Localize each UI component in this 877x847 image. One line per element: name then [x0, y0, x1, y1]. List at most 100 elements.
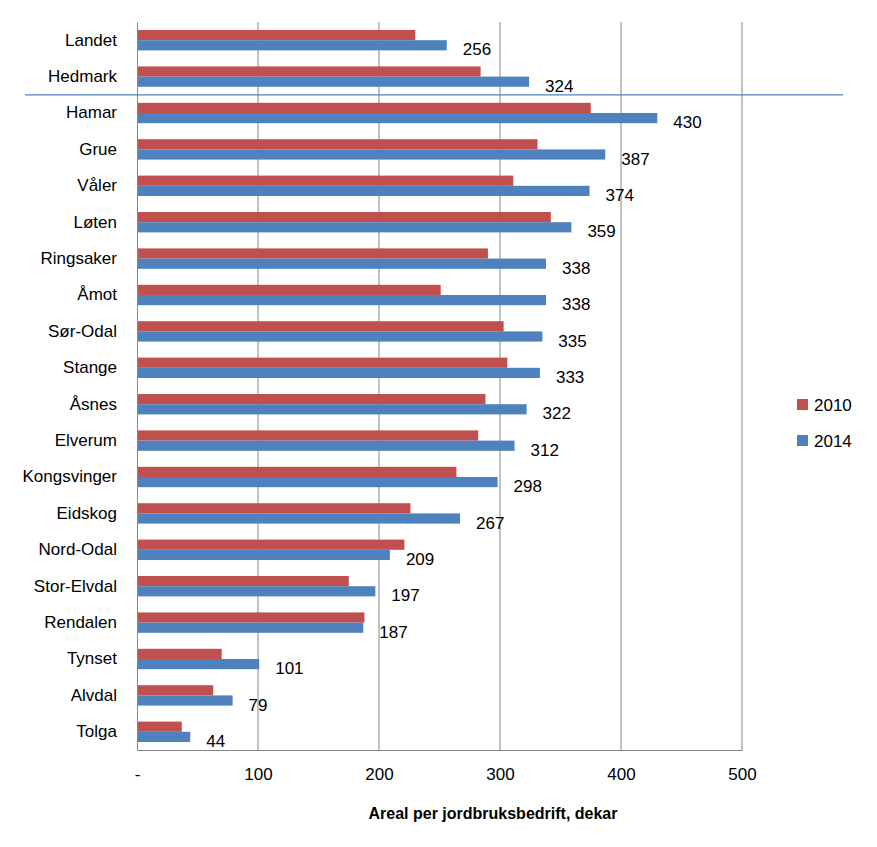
tick-label: Tynset — [67, 649, 117, 668]
data-label: 338 — [562, 259, 590, 278]
separator — [25, 94, 843, 95]
tick-label: Rendalen — [44, 613, 117, 632]
bar — [137, 430, 478, 440]
tick: Rendalen — [44, 613, 137, 632]
bar — [137, 321, 504, 331]
tick: Hedmark — [48, 67, 137, 86]
bar — [137, 576, 349, 586]
tick-label: Hedmark — [48, 67, 117, 86]
data-label: 44 — [206, 732, 225, 751]
data-label: 333 — [556, 368, 584, 387]
bar — [137, 358, 507, 368]
data-label: 430 — [673, 113, 701, 132]
data-label: 312 — [531, 441, 559, 460]
bar — [137, 441, 515, 451]
tick: Løten — [74, 213, 137, 232]
bar — [137, 331, 542, 341]
axis-line — [138, 750, 743, 751]
tick-label: Eidskog — [57, 504, 117, 523]
bar — [137, 30, 415, 40]
tick-label: Ringsaker — [40, 249, 117, 268]
bar — [137, 248, 488, 258]
bar — [137, 404, 527, 414]
tick-label: 300 — [486, 765, 514, 784]
tick: Våler — [77, 176, 137, 195]
tick-label: Åmot — [77, 285, 117, 304]
tick: Åmot — [77, 285, 137, 304]
bar — [137, 66, 481, 76]
legend-swatch — [797, 435, 808, 446]
bar — [137, 394, 485, 404]
tick: Eidskog — [57, 504, 137, 523]
grid-line — [500, 22, 501, 750]
tick-label: Sør-Odal — [48, 322, 117, 341]
data-label: 197 — [391, 586, 419, 605]
tick-label: Grue — [79, 140, 117, 159]
data-label: 298 — [514, 477, 542, 496]
data-label: 322 — [543, 404, 571, 423]
tick-label: 100 — [244, 765, 272, 784]
tick-label: Kongsvinger — [22, 467, 117, 486]
tick: Ringsaker — [40, 249, 137, 268]
bar — [137, 722, 182, 732]
tick: 400 — [607, 750, 635, 784]
data-label: 359 — [587, 222, 615, 241]
tick: 500 — [728, 750, 756, 784]
x-axis: - 100 200 300 400 500 — [135, 750, 757, 784]
tick: 300 — [486, 750, 514, 784]
data-label: 187 — [379, 623, 407, 642]
chart: 2563244303873743593383383353333223122982… — [0, 0, 877, 847]
legend-swatch — [797, 399, 808, 410]
tick-label: Våler — [77, 176, 117, 195]
tick: - — [135, 750, 141, 784]
tick: 200 — [365, 750, 393, 784]
tick: Elverum — [55, 431, 137, 450]
bar — [137, 149, 605, 159]
grid — [258, 22, 742, 750]
data-labels: 2563244303873743593383383353333223122982… — [206, 40, 701, 751]
bar — [137, 586, 375, 596]
legend-item: 2014 — [797, 432, 852, 451]
bar — [137, 540, 404, 550]
bar — [137, 368, 540, 378]
tick: Nord-Odal — [39, 540, 137, 559]
tick: Tolga — [76, 722, 137, 741]
data-label: 256 — [463, 40, 491, 59]
bar — [137, 659, 259, 669]
bar — [137, 113, 657, 123]
axis-title: Areal per jordbruksbedrift, dekar — [369, 805, 618, 822]
bar — [137, 550, 390, 560]
tick-label: Landet — [65, 31, 117, 50]
tick-label: 400 — [607, 765, 635, 784]
tick: Åsnes — [70, 395, 137, 414]
bars — [137, 30, 657, 742]
bar — [137, 685, 213, 695]
legend: 2010 2014 — [797, 396, 852, 451]
tick: Hamar — [66, 103, 137, 122]
legend-item: 2010 — [797, 396, 852, 415]
legend-label: 2010 — [814, 396, 852, 415]
tick-label: Elverum — [55, 431, 117, 450]
bar — [137, 139, 538, 149]
tick-label: - — [135, 765, 141, 784]
tick-label: Åsnes — [70, 395, 117, 414]
bar — [137, 77, 529, 87]
bar — [137, 285, 441, 295]
bar — [137, 176, 513, 186]
bar — [137, 40, 447, 50]
data-label: 374 — [606, 186, 634, 205]
tick-label: 500 — [728, 765, 756, 784]
bar — [137, 259, 546, 269]
plot: 2563244303873743593383383353333223122982… — [22, 22, 756, 784]
bar — [137, 212, 551, 222]
tick: Sør-Odal — [48, 322, 137, 341]
data-label: 387 — [621, 150, 649, 169]
bar — [137, 503, 410, 513]
bar — [137, 695, 233, 705]
tick-label: Løten — [74, 213, 117, 232]
tick-label: Nord-Odal — [39, 540, 117, 559]
data-label: 209 — [406, 550, 434, 569]
tick: Tynset — [67, 649, 137, 668]
tick-label: Stange — [63, 358, 117, 377]
bar — [137, 732, 190, 742]
